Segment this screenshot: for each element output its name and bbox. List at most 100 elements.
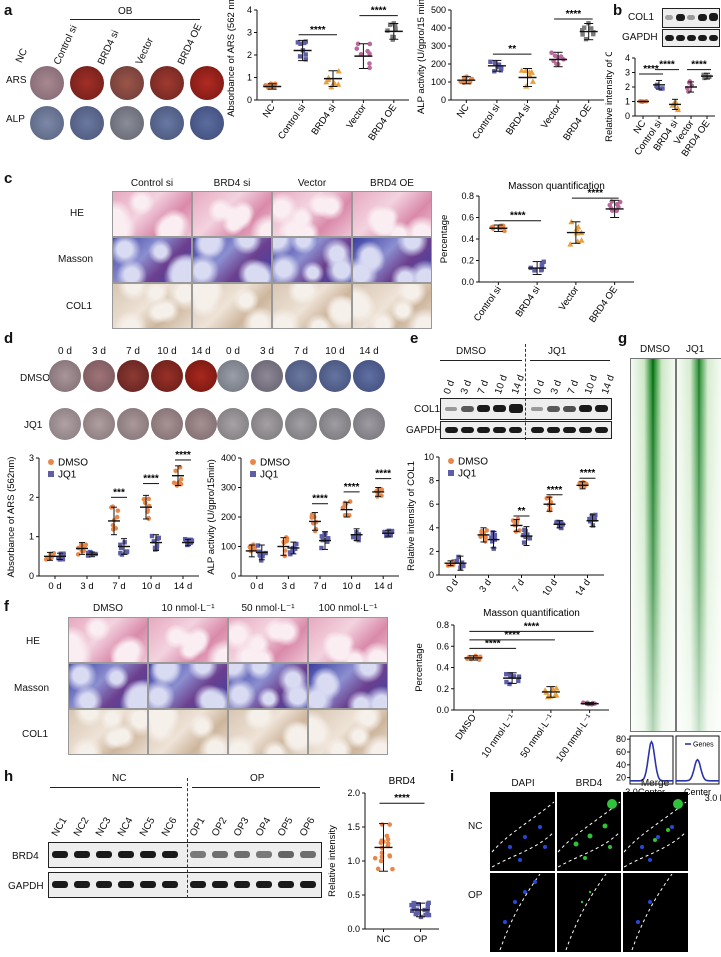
y-tick-label: 0 [231,571,236,581]
data-point [498,68,504,73]
day-label: 14 d [359,346,379,357]
data-point [294,541,299,547]
y-tick-label: 500 [431,5,446,15]
lane-label: OP6 [298,815,318,839]
data-point [516,678,521,684]
y-tick-label: 100 [221,542,236,552]
e-blot-col1 [440,398,612,420]
culture-well [49,360,81,392]
blot-band [96,881,112,888]
y-tick-label: 1.0 [347,856,360,866]
e-blot-gapdh-label: GAPDH [406,425,442,436]
x-tick-label: 14 d [374,581,393,592]
y-tick-label: 0 [29,571,34,581]
data-point [522,527,527,533]
profile-line [630,740,673,782]
y-tick-label: 0.2 [436,684,449,694]
x-tick-label: BRD4 OE [587,284,620,324]
culture-well [151,360,183,392]
culture-well [185,408,217,440]
lane-label: 10 d [583,373,600,396]
e-group-dmso: DMSO [456,346,486,357]
y-tick-label: 2 [247,50,252,60]
sig-label: **** [312,494,328,505]
legend-marker [250,471,256,477]
blot-band [190,881,206,888]
x-tick-label: 3 d [80,581,93,592]
y-tick-label: 0.0 [436,705,449,715]
data-point [511,674,517,679]
x-tick-label: 14 d [174,581,193,592]
data-point [583,36,589,42]
legend-marker [250,459,256,465]
y-tick-label: 1 [247,73,252,83]
f-col-dmso: DMSO [93,603,123,614]
col-label-brd4-si: BRD4 si [96,28,122,67]
data-point [555,519,560,525]
data-point [259,558,264,563]
h-blot-gapdh [48,872,322,898]
data-point [580,32,585,37]
data-point [490,531,496,536]
col-label-brd4-oe: BRD4 OE [176,22,205,67]
histology-tile [148,663,228,709]
data-point [526,72,533,78]
panel-label-b: b [613,2,623,19]
blot-band [52,881,68,888]
sig-label: **** [643,64,659,75]
panel-label-c: c [4,170,13,187]
data-point [260,551,265,556]
h-blot-brd4-label: BRD4 [12,851,39,862]
panel-label-h: h [4,768,14,785]
sig-label: **** [143,474,159,485]
data-point [367,65,372,71]
histology-tile [192,237,272,283]
blot-band [140,881,156,888]
panel-label-d: d [4,330,14,347]
blot-band [212,851,228,858]
data-point [372,855,378,861]
i-col-dapi: DAPI [511,778,535,789]
sig-label: **** [310,25,326,36]
histology-tile [228,709,308,755]
histology-tile [112,283,192,329]
lane-label: NC3 [94,815,114,839]
data-point [297,54,303,59]
data-point [413,911,418,917]
data-point [387,22,393,27]
blot-band [118,881,134,888]
data-point [491,546,496,551]
legend-label: Genes [693,742,714,749]
data-point [118,542,123,547]
legend-label: JQ1 [58,470,77,481]
data-point [390,866,395,872]
data-point [390,34,395,39]
sig-label: **** [510,211,526,222]
g-col-dmso: DMSO [640,344,670,355]
profile-frame [675,735,720,785]
data-point [701,72,706,78]
data-point [56,555,61,561]
data-point [118,545,124,551]
day-label: 7 d [294,346,308,357]
data-point [393,26,398,32]
y-tick-label: 300 [431,41,446,51]
blot-b-gapdh [662,29,720,47]
data-point [589,26,594,31]
blot-band [162,881,178,888]
blot-band [234,851,250,858]
y-tick-label: 4 [247,5,252,15]
legend-marker [48,471,54,477]
chart-masson-f: 0.0 0.2 0.4 0.6 0.8 Percentage Masson quantifi… [414,608,609,764]
lane-label: NC1 [50,815,70,839]
sig-label: **** [375,469,391,480]
e-blot-col1-label: COL1 [414,404,441,415]
data-point [578,237,585,243]
culture-well [251,408,283,440]
f-row-masson: Masson [14,683,50,694]
ob-label: OB [118,6,133,17]
y-tick-label: 3 [625,68,630,78]
lane-label: OP2 [210,815,230,839]
lane-label: NC4 [116,815,136,839]
histology-tile [228,617,308,663]
